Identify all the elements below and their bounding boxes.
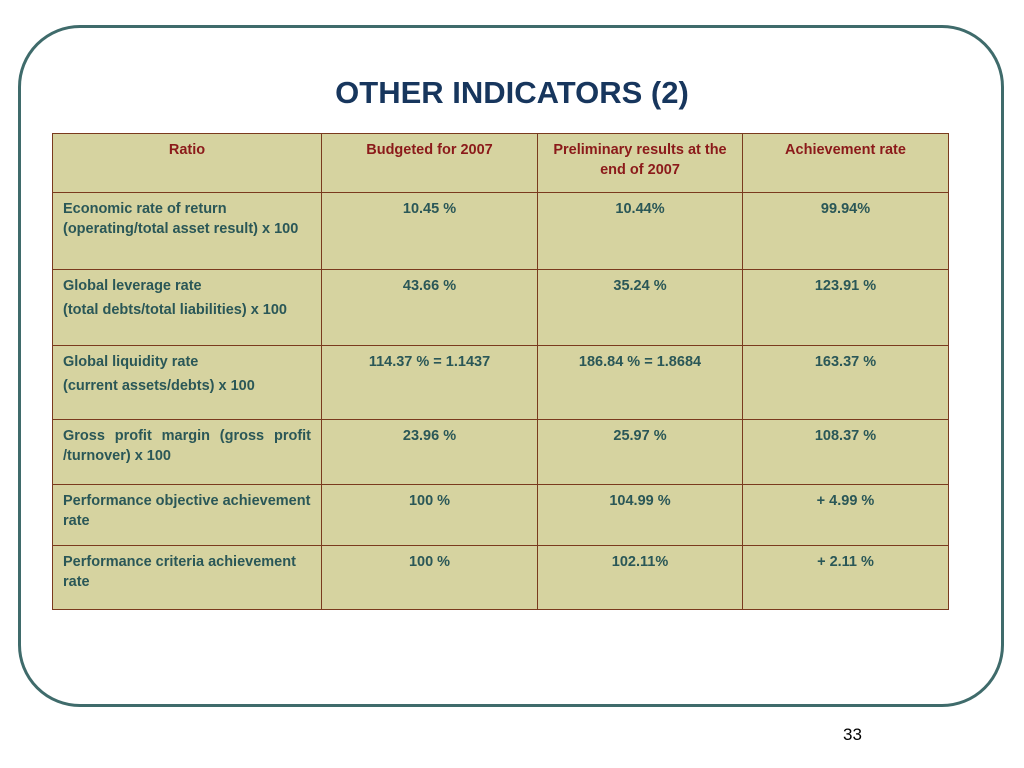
ratio-cell: Economic rate of return (operating/total… xyxy=(52,192,322,270)
budgeted-cell: 10.45 % xyxy=(321,192,538,270)
preliminary-cell: 25.97 % xyxy=(537,419,743,485)
slide-frame xyxy=(18,25,1004,707)
ratio-cell: Performance objective achievement rate xyxy=(52,484,322,546)
achievement-cell: 123.91 % xyxy=(742,269,949,346)
ratio-name: Performance criteria achievement rate xyxy=(63,554,296,590)
ratio-cell: Gross profit margin (gross profit /turno… xyxy=(52,419,322,485)
slide-title: OTHER INDICATORS (2) xyxy=(335,75,689,110)
table-row: Gross profit margin (gross profit /turno… xyxy=(52,419,949,485)
ratio-name: Economic rate of return (operating/total… xyxy=(63,201,299,237)
preliminary-cell: 186.84 % = 1.8684 xyxy=(537,345,743,420)
ratio-name: Gross profit margin (gross profit /turno… xyxy=(63,428,311,464)
ratio-name: Performance objective achievement rate xyxy=(63,493,311,529)
preliminary-cell: 104.99 % xyxy=(537,484,743,546)
budgeted-cell: 43.66 % xyxy=(321,269,538,346)
ratio-name: Global leverage rate xyxy=(63,278,202,294)
header-ratio: Ratio xyxy=(52,133,322,193)
ratio-cell: Global leverage rate (total debts/total … xyxy=(52,269,322,346)
table-row: Economic rate of return (operating/total… xyxy=(52,192,949,270)
achievement-cell: + 4.99 % xyxy=(742,484,949,546)
preliminary-cell: 35.24 % xyxy=(537,269,743,346)
table-row: Global leverage rate (total debts/total … xyxy=(52,269,949,346)
achievement-cell: 99.94% xyxy=(742,192,949,270)
header-budgeted: Budgeted for 2007 xyxy=(321,133,538,193)
budgeted-cell: 100 % xyxy=(321,545,538,610)
ratio-cell: Global liquidity rate (current assets/de… xyxy=(52,345,322,420)
header-preliminary: Preliminary results at the end of 2007 xyxy=(537,133,743,193)
ratio-formula: (total debts/total liabilities) x 100 xyxy=(63,302,287,318)
budgeted-cell: 114.37 % = 1.1437 xyxy=(321,345,538,420)
table-row: Global liquidity rate (current assets/de… xyxy=(52,345,949,420)
preliminary-cell: 10.44% xyxy=(537,192,743,270)
budgeted-cell: 100 % xyxy=(321,484,538,546)
page-number: 33 xyxy=(843,725,862,744)
achievement-cell: 108.37 % xyxy=(742,419,949,485)
ratio-cell: Performance criteria achievement rate xyxy=(52,545,322,610)
table-header-row: Ratio Budgeted for 2007 Preliminary resu… xyxy=(52,133,949,193)
ratio-formula: (current assets/debts) x 100 xyxy=(63,378,255,394)
budgeted-cell: 23.96 % xyxy=(321,419,538,485)
achievement-cell: + 2.11 % xyxy=(742,545,949,610)
table-row: Performance criteria achievement rate 10… xyxy=(52,545,949,610)
achievement-cell: 163.37 % xyxy=(742,345,949,420)
table-row: Performance objective achievement rate 1… xyxy=(52,484,949,546)
preliminary-cell: 102.11% xyxy=(537,545,743,610)
indicators-table: Ratio Budgeted for 2007 Preliminary resu… xyxy=(52,133,949,610)
ratio-name: Global liquidity rate xyxy=(63,354,199,370)
header-achievement: Achievement rate xyxy=(742,133,949,193)
